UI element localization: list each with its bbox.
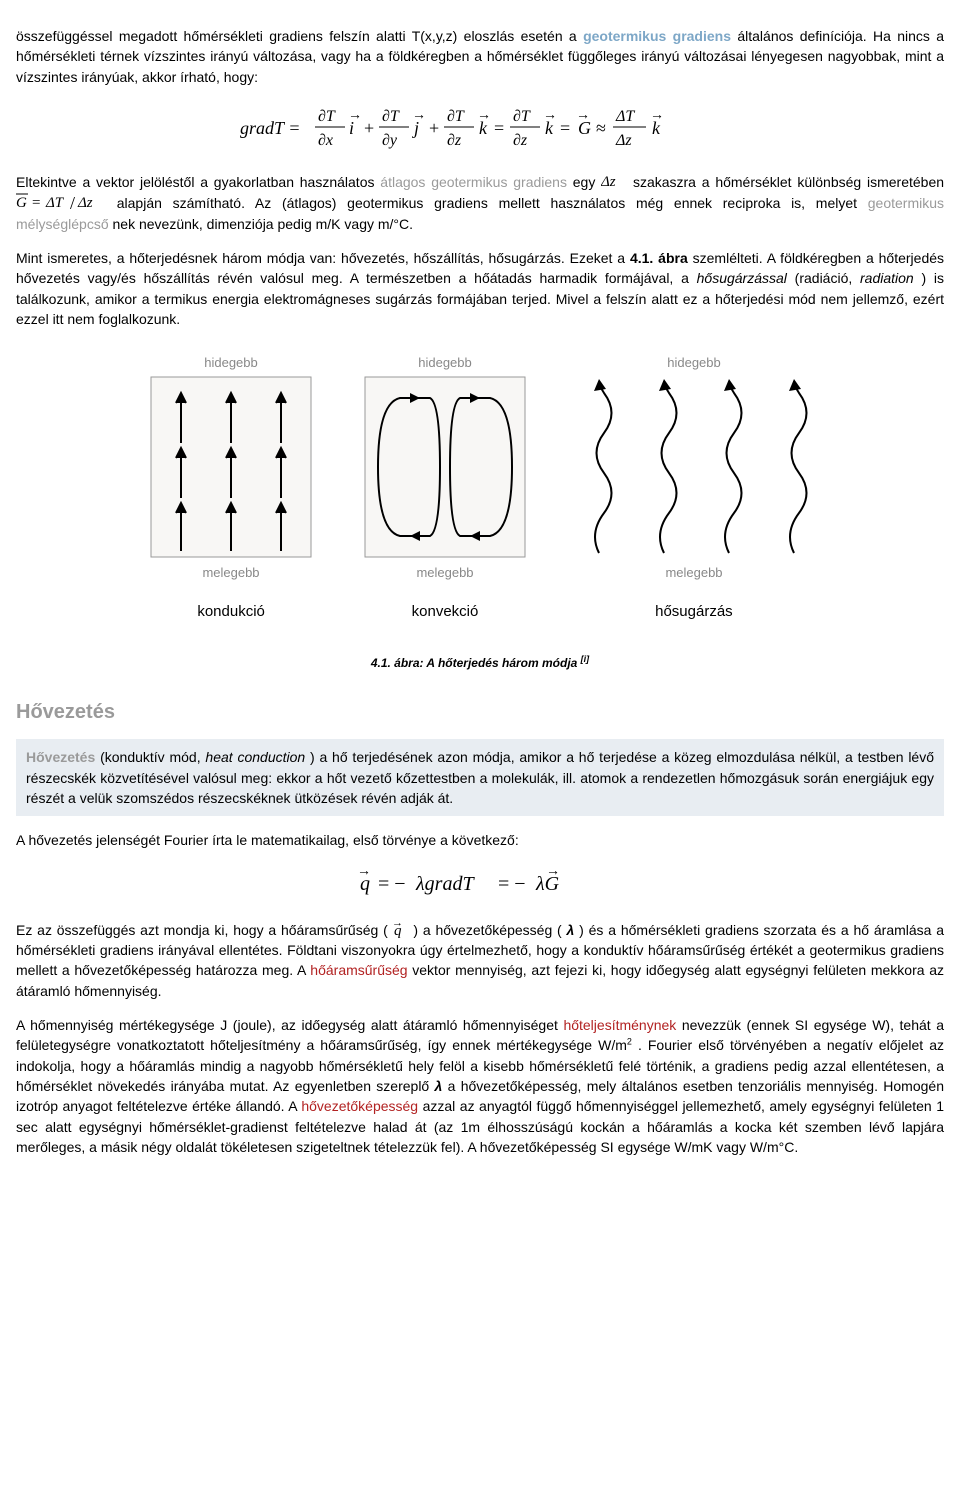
label-colder: hidegebb	[667, 355, 721, 370]
formula-fourier: q → = − λgradT = − λG →	[16, 865, 944, 906]
label-warmer: melegebb	[203, 565, 260, 580]
label-warmer: melegebb	[416, 565, 473, 580]
caption-ref: [i]	[581, 654, 590, 664]
svg-text:→: →	[576, 108, 590, 123]
panel-title-convection: konvekció	[350, 601, 540, 623]
term-hovezetokepesseg: hővezetőképesség	[301, 1098, 418, 1114]
svg-text:=: =	[560, 118, 570, 138]
term-avg-geothermal-gradient: átlagos geotermikus gradiens	[380, 174, 567, 190]
term-radiation-en: radiation	[860, 270, 914, 286]
svg-text:≈: ≈	[596, 118, 606, 138]
lambda-symbol: λ	[567, 922, 575, 938]
term-hoaramsuruseg: hőáramsűrűség	[310, 962, 407, 978]
text: (konduktív mód,	[100, 749, 205, 765]
term-hovezetes: Hővezetés	[26, 749, 95, 765]
figure-heat-transfer-modes: hidegebb melegebb kondukció	[16, 353, 944, 623]
section-heading-hovezetes: Hővezetés	[16, 698, 944, 727]
svg-text:→: →	[650, 108, 664, 123]
paragraph-heat-flux: Ez az összefüggés azt mondja ki, hogy a …	[16, 920, 944, 1001]
panel-title-conduction: kondukció	[136, 601, 326, 623]
svg-text:→: →	[546, 865, 560, 879]
text: Eltekintve a vektor jelöléstől a gyakorl…	[16, 174, 380, 190]
panel-radiation: hidegebb melegebb hősugárzás	[564, 353, 824, 623]
text: A hőmennyiség mértékegysége J (joule), a…	[16, 1017, 563, 1033]
label-colder: hidegebb	[418, 355, 472, 370]
text: összefüggéssel megadott hőmérsékleti gra…	[16, 28, 583, 44]
svg-text:∂y: ∂y	[382, 132, 398, 149]
term-hoteljesitmeny: hőteljesítménynek	[563, 1017, 676, 1033]
text: ) a hővezetőképesség (	[413, 922, 561, 938]
svg-text:Δz: Δz	[615, 132, 632, 149]
panel-conduction: hidegebb melegebb kondukció	[136, 353, 326, 623]
panel-title-radiation: hősugárzás	[564, 601, 824, 623]
svg-text:= −: = −	[378, 873, 406, 895]
inline-q-vector-icon: q→	[393, 920, 409, 938]
inline-delta-z-icon: Δz	[601, 173, 627, 189]
svg-text:+: +	[429, 118, 439, 138]
paragraph-units: A hőmennyiség mértékegysége J (joule), a…	[16, 1015, 944, 1157]
paragraph-intro: összefüggéssel megadott hőmérsékleti gra…	[16, 26, 944, 87]
text: egy	[573, 174, 601, 190]
svg-text:gradT =: gradT =	[240, 118, 300, 138]
svg-text:∂T: ∂T	[513, 108, 531, 125]
svg-text:Δz: Δz	[77, 195, 93, 211]
sup-2: 2	[627, 1037, 632, 1047]
svg-text:ΔT: ΔT	[615, 108, 635, 125]
svg-text:+: +	[364, 118, 374, 138]
figure-caption: 4.1. ábra: A hőterjedés három módja [i]	[16, 653, 944, 672]
text: Ez az összefüggés azt mondja ki, hogy a …	[16, 922, 388, 938]
panel-convection: hidegebb melegebb konvekció	[350, 353, 540, 623]
svg-text:Δz: Δz	[601, 174, 616, 189]
term-heat-conduction: heat conduction	[205, 749, 305, 765]
svg-text:∂T: ∂T	[447, 108, 465, 125]
paragraph-fourier-intro: A hővezetés jelenségét Fourier írta le m…	[16, 830, 944, 850]
paragraph-heat-modes: Mint ismeretes, a hőterjedésnek három mó…	[16, 248, 944, 329]
paragraph-avg-gradient: Eltekintve a vektor jelöléstől a gyakorl…	[16, 172, 944, 234]
label-colder: hidegebb	[204, 355, 258, 370]
caption-text: 4.1. ábra: A hőterjedés három módja	[371, 656, 581, 670]
inline-gbar-formula-icon: G = ΔT / Δz	[16, 192, 106, 212]
svg-text:→: →	[412, 108, 426, 123]
term-geothermal-gradient: geotermikus gradiens	[583, 28, 731, 44]
svg-text:λgradT: λgradT	[415, 873, 475, 895]
text: alapján számítható. Az (átlagos) geoterm…	[117, 195, 868, 211]
svg-text:→: →	[348, 108, 362, 123]
svg-text:→: →	[357, 865, 371, 879]
svg-text:∂z: ∂z	[513, 132, 528, 149]
text: nek nevezünk, dimenziója pedig m/K vagy …	[113, 216, 414, 232]
formula-gradT: gradT = ∂T ∂x i → + ∂T ∂y j → + ∂T ∂z k …	[16, 101, 944, 158]
text: Mint ismeretes, a hőterjedésnek három mó…	[16, 250, 630, 266]
lambda-symbol: λ	[435, 1078, 443, 1094]
svg-text:∂T: ∂T	[382, 108, 400, 125]
svg-text:G: G	[16, 195, 27, 211]
definition-box-hovezetes: Hővezetés (konduktív mód, heat conductio…	[16, 739, 944, 816]
svg-text:=: =	[494, 118, 504, 138]
figure-ref: 4.1. ábra	[630, 250, 688, 266]
term-radiation-hu: hősugárzással	[697, 270, 787, 286]
svg-text:∂x: ∂x	[318, 132, 333, 149]
svg-text:ΔT: ΔT	[45, 195, 65, 211]
svg-text:=: =	[32, 195, 40, 211]
text: szakaszra a hőmérséklet különbség ismere…	[633, 174, 944, 190]
svg-text:→: →	[393, 920, 403, 929]
text: (radiáció,	[795, 270, 860, 286]
svg-text:= −: = −	[498, 873, 526, 895]
label-warmer: melegebb	[665, 565, 722, 580]
svg-text:∂T: ∂T	[318, 108, 336, 125]
svg-text:/: /	[70, 193, 75, 212]
svg-text:∂z: ∂z	[447, 132, 462, 149]
svg-text:→: →	[477, 108, 491, 123]
svg-text:→: →	[543, 108, 557, 123]
